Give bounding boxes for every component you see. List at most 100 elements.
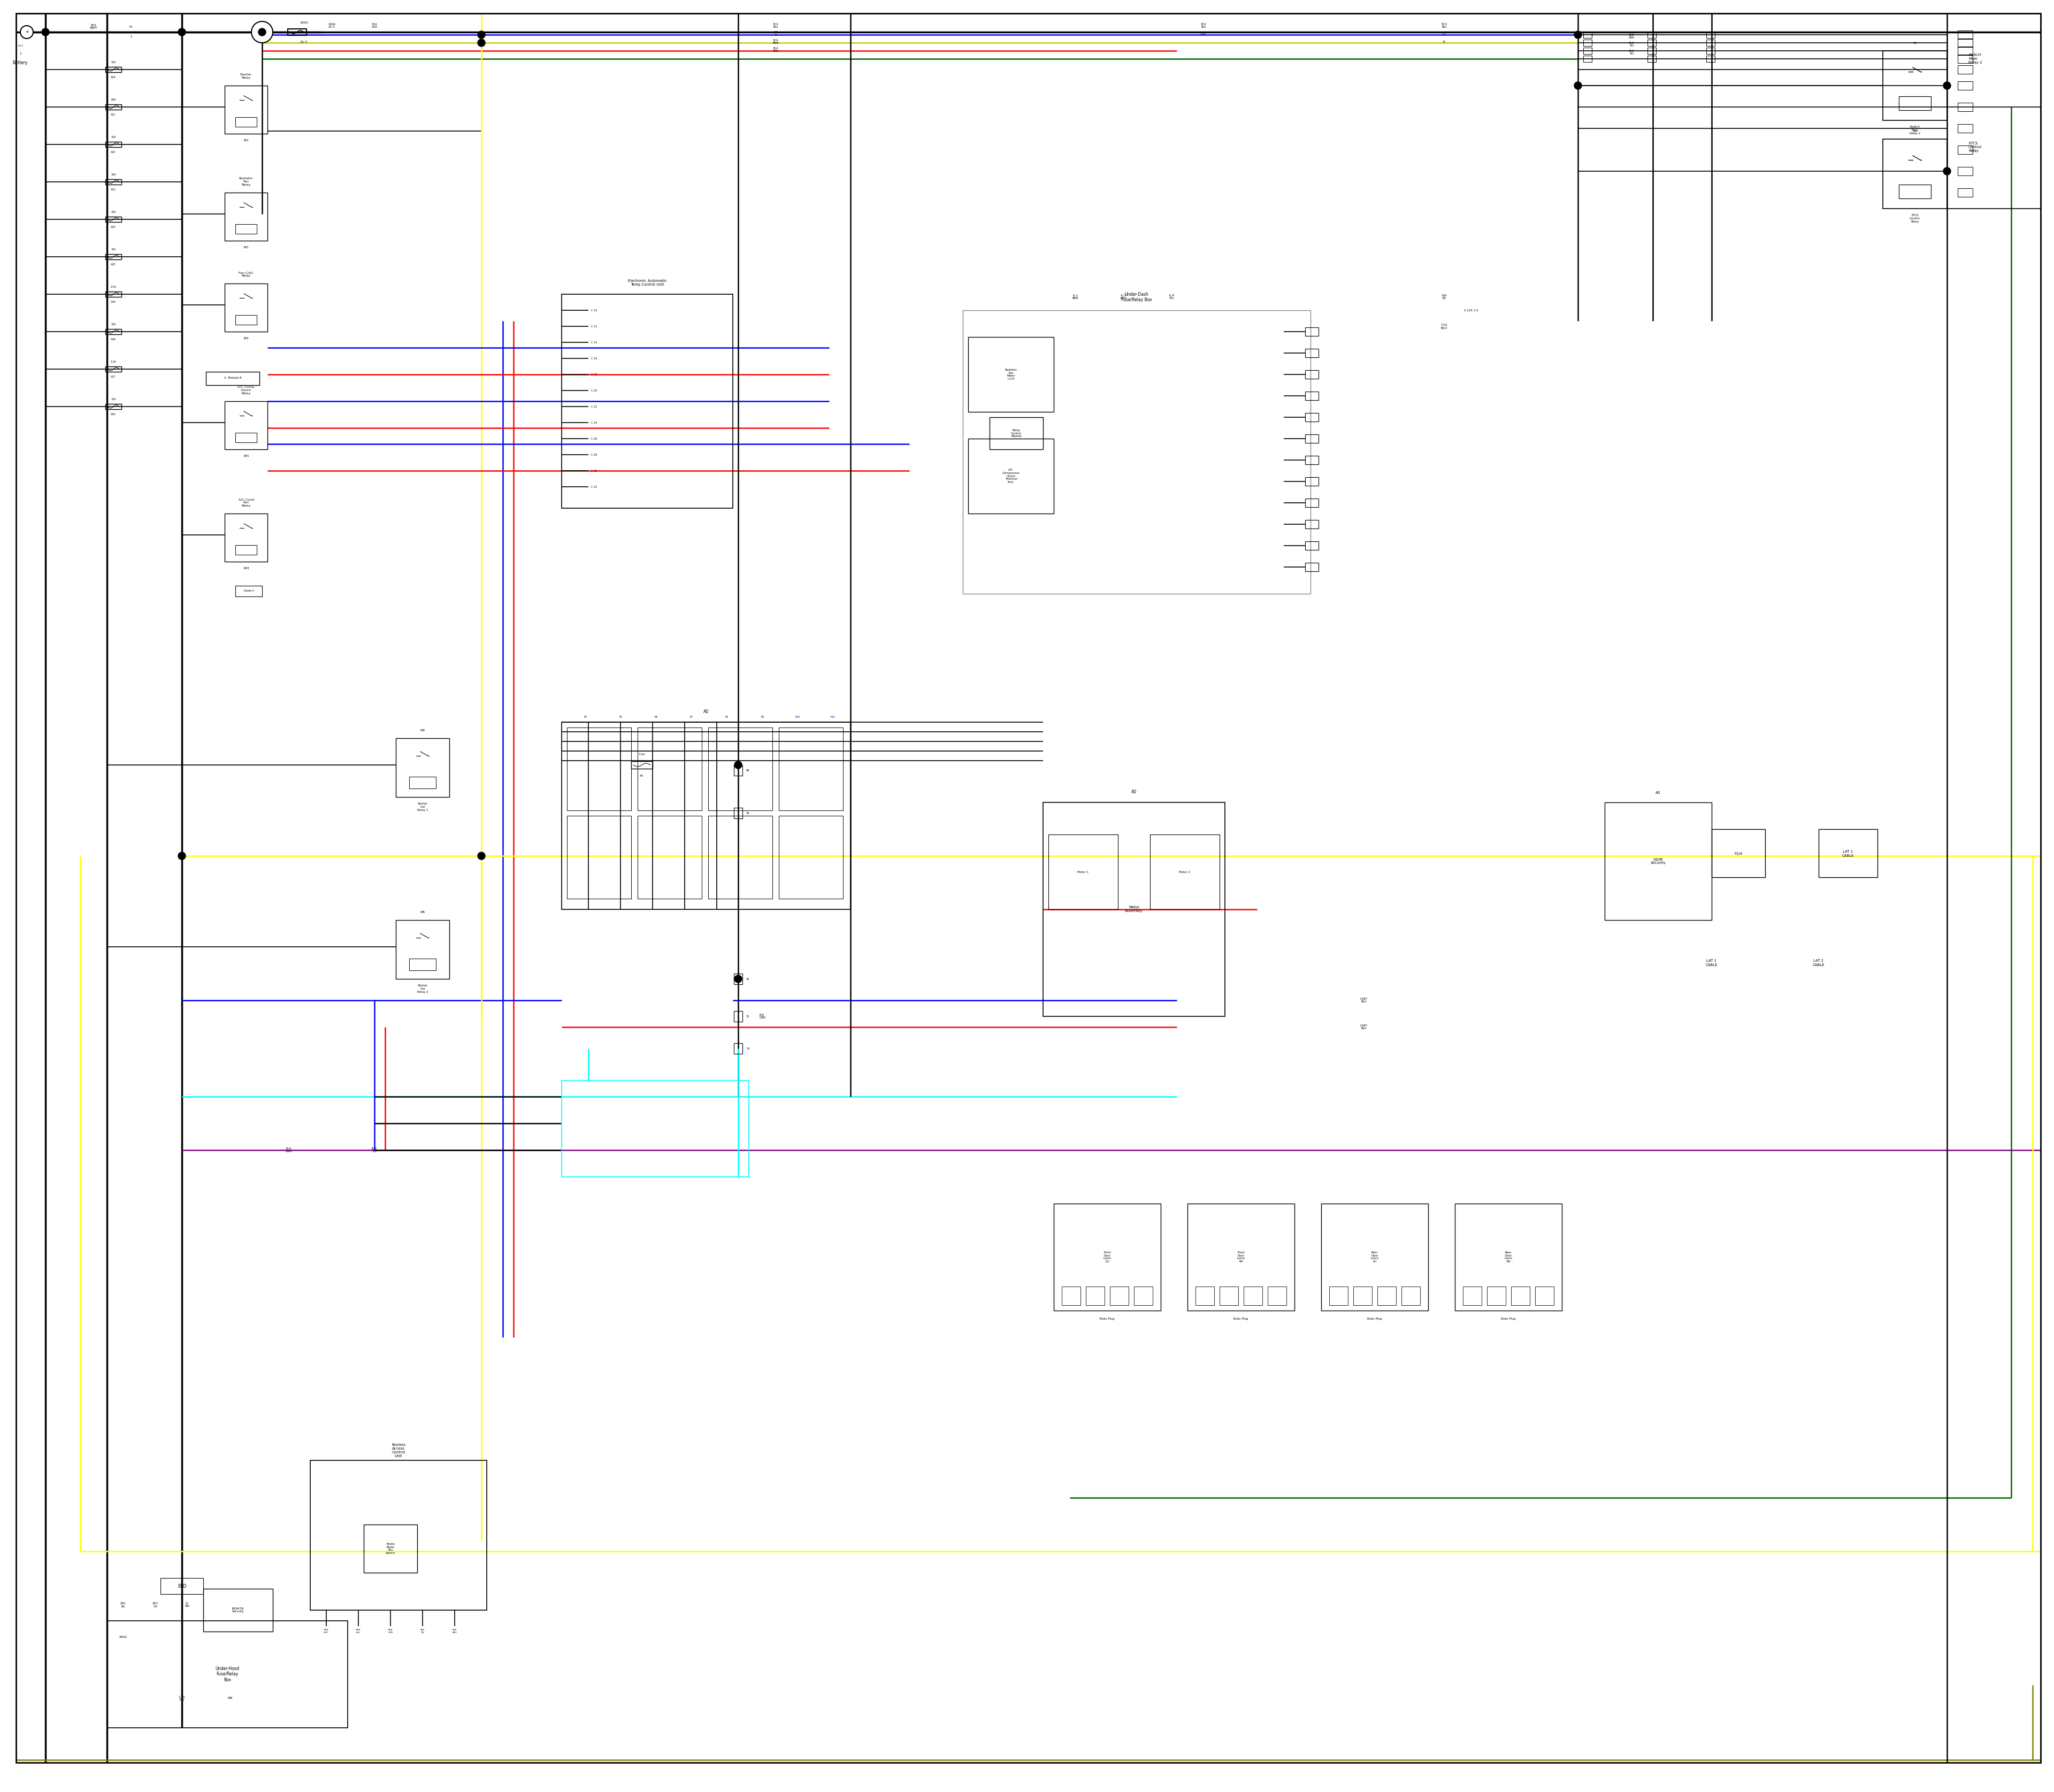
Text: Motor
Assembly: Motor Assembly (1126, 907, 1142, 912)
Text: 1K9: 1K9 (242, 337, 249, 340)
Text: 15A
A16: 15A A16 (372, 23, 378, 29)
Bar (1884, 140, 1947, 208)
Circle shape (479, 39, 485, 47)
Text: BRK
TEL: BRK TEL (421, 1629, 425, 1634)
Bar (1534, 1287, 1555, 1305)
Circle shape (479, 853, 485, 860)
Text: IE/8
YEL: IE/8 YEL (1629, 41, 1633, 47)
Bar (1304, 520, 1319, 529)
Text: L4: L4 (1912, 131, 1916, 133)
Circle shape (41, 29, 49, 36)
Text: 100A
A1-5: 100A A1-5 (329, 23, 335, 29)
Text: 20A: 20A (111, 210, 115, 213)
Bar (963, 310, 1310, 593)
Bar (1043, 803, 1224, 1016)
Text: 1: 1 (18, 52, 21, 56)
Text: A/C Comp
Clutch
Relay: A/C Comp Clutch Relay (238, 385, 255, 394)
Bar (1884, 50, 1947, 120)
Text: C 28: C 28 (592, 453, 598, 455)
Text: BRK
WHT: BRK WHT (325, 1629, 329, 1634)
Text: 0.125 1.0: 0.125 1.0 (1465, 308, 1479, 312)
Text: Battery: Battery (12, 61, 29, 66)
Bar (105, 366, 121, 371)
Circle shape (479, 30, 485, 38)
Text: [EJ]
GRN: [EJ] GRN (760, 1014, 766, 1020)
Text: IL-8
YEL: IL-8 YEL (1169, 294, 1175, 299)
Text: Body Plug: Body Plug (1234, 1317, 1249, 1321)
Circle shape (1943, 168, 1949, 174)
Text: C4/7: C4/7 (1200, 32, 1206, 36)
Bar (105, 66, 121, 72)
Bar (567, 815, 631, 898)
Bar (396, 919, 450, 978)
Bar (1304, 455, 1319, 464)
Bar (1304, 563, 1319, 572)
Circle shape (1573, 82, 1582, 90)
Bar (709, 728, 772, 810)
Bar (1957, 47, 1972, 56)
Text: 15A: 15A (111, 136, 115, 138)
Text: IE/4
GRN: IE/4 GRN (772, 47, 778, 52)
Text: 43: 43 (746, 978, 750, 980)
Bar (733, 1011, 741, 1021)
Bar (561, 1081, 750, 1177)
Bar (1898, 97, 1931, 109)
Text: IE/4
GRN: IE/4 GRN (286, 1147, 292, 1152)
Circle shape (251, 22, 273, 43)
Text: 1M3: 1M3 (242, 566, 249, 570)
Bar (396, 738, 450, 797)
Text: A0: A0 (702, 710, 709, 715)
Text: BRK
CRN: BRK CRN (388, 1629, 392, 1634)
Bar (224, 514, 267, 561)
Text: 15A: 15A (111, 61, 115, 63)
Bar (1707, 39, 1715, 47)
Text: Radiator
Fan
Relay: Radiator Fan Relay (238, 177, 253, 186)
Circle shape (259, 29, 265, 36)
Text: A/C
Compressor
Clutch
Thermal
Prot.: A/C Compressor Clutch Thermal Prot. (1002, 468, 1019, 484)
Bar (733, 973, 741, 984)
Text: C487
BLU: C487 BLU (1360, 1025, 1368, 1030)
Text: P4: P4 (583, 715, 587, 719)
Bar (224, 192, 267, 240)
Text: 10A: 10A (111, 174, 115, 176)
Text: M5: M5 (421, 910, 425, 914)
Bar (1957, 102, 1972, 111)
Bar (1957, 65, 1972, 73)
Text: IL-3
ORN: IL-3 ORN (1119, 294, 1126, 299)
Text: A17: A17 (111, 375, 115, 378)
Text: Body Plug: Body Plug (1368, 1317, 1382, 1321)
Text: P7: P7 (690, 715, 694, 719)
Bar (1957, 188, 1972, 197)
Text: C 20: C 20 (592, 389, 598, 392)
Bar (1584, 56, 1592, 63)
Bar (1109, 1287, 1128, 1305)
Bar (1243, 1287, 1263, 1305)
Bar (1462, 1287, 1481, 1305)
Text: L1: L1 (1912, 41, 1916, 45)
Text: 38: 38 (746, 812, 750, 814)
Bar (310, 1460, 487, 1611)
Bar (778, 728, 842, 810)
Circle shape (179, 853, 185, 860)
Bar (733, 808, 741, 819)
Text: A28: A28 (111, 339, 115, 340)
Bar (1512, 1287, 1530, 1305)
Bar (1401, 1287, 1419, 1305)
Bar (1304, 434, 1319, 443)
Text: Radiator
Fan
Motor
C.CH: Radiator Fan Motor C.CH (1004, 369, 1017, 380)
Text: 1E/4
BLU: 1E/4 BLU (1442, 23, 1448, 29)
Bar (733, 1043, 741, 1054)
Text: A21: A21 (111, 113, 115, 116)
Text: A16: A16 (111, 75, 115, 79)
Text: A/C Cond
Fan
Relay: A/C Cond Fan Relay (238, 498, 255, 507)
Bar (637, 815, 702, 898)
Bar (1647, 39, 1656, 47)
Bar (1584, 32, 1592, 38)
Text: Front
Door
Latch
RH: Front Door Latch RH (1237, 1251, 1245, 1263)
Text: 20A: 20A (111, 323, 115, 326)
Text: 30A: 30A (111, 398, 115, 400)
Bar (1604, 803, 1711, 919)
Bar (733, 765, 741, 776)
Text: LAT 2
CABLE: LAT 2 CABLE (1812, 959, 1824, 966)
Bar (1048, 835, 1117, 909)
